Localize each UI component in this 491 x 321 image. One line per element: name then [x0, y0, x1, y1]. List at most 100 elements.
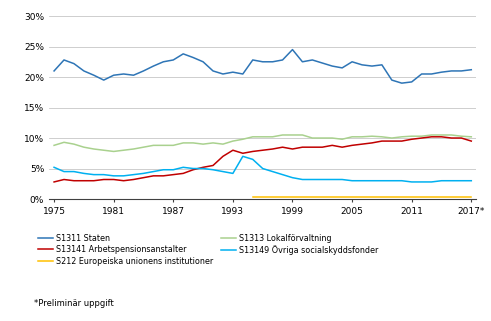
S13141 Arbetspensionsanstalter: [150, 174, 156, 178]
S1313 Lokalförvaltning: [329, 136, 335, 140]
S13149 Övriga socialskyddsfonder: [240, 154, 246, 158]
S1313 Lokalförvaltning: [140, 145, 146, 149]
S13149 Övriga socialskyddsfonder: [389, 179, 395, 183]
S13149 Övriga socialskyddsfonder: [468, 179, 474, 183]
Line: S13141 Arbetspensionsanstalter: S13141 Arbetspensionsanstalter: [54, 137, 471, 182]
S13141 Arbetspensionsanstalter: [51, 180, 57, 184]
S1313 Lokalförvaltning: [91, 147, 97, 151]
S13149 Övriga socialskyddsfonder: [448, 179, 454, 183]
S13149 Övriga socialskyddsfonder: [349, 179, 355, 183]
S1311 Staten: [448, 69, 454, 73]
S13141 Arbetspensionsanstalter: [200, 165, 206, 169]
S1311 Staten: [419, 72, 425, 76]
S13141 Arbetspensionsanstalter: [101, 178, 107, 181]
S1313 Lokalförvaltning: [468, 135, 474, 139]
S212 Europeiska unionens institutioner: [419, 195, 425, 199]
S13141 Arbetspensionsanstalter: [409, 137, 414, 141]
S1311 Staten: [379, 63, 385, 67]
S13149 Övriga socialskyddsfonder: [438, 179, 444, 183]
S1313 Lokalförvaltning: [51, 143, 57, 147]
S13149 Övriga socialskyddsfonder: [230, 171, 236, 175]
S212 Europeiska unionens institutioner: [309, 195, 315, 199]
S1313 Lokalförvaltning: [161, 143, 166, 147]
S13149 Övriga socialskyddsfonder: [300, 178, 305, 181]
S13141 Arbetspensionsanstalter: [379, 139, 385, 143]
S1311 Staten: [290, 48, 296, 51]
S1313 Lokalförvaltning: [438, 133, 444, 137]
S13141 Arbetspensionsanstalter: [250, 150, 256, 153]
S13141 Arbetspensionsanstalter: [339, 145, 345, 149]
S1311 Staten: [61, 58, 67, 62]
S13141 Arbetspensionsanstalter: [270, 147, 275, 151]
S1313 Lokalförvaltning: [419, 134, 425, 138]
S1313 Lokalförvaltning: [240, 137, 246, 141]
Line: S13149 Övriga socialskyddsfonder: S13149 Övriga socialskyddsfonder: [54, 156, 471, 182]
S1313 Lokalförvaltning: [250, 135, 256, 139]
S1313 Lokalförvaltning: [71, 142, 77, 146]
S1313 Lokalförvaltning: [210, 141, 216, 145]
S13141 Arbetspensionsanstalter: [448, 136, 454, 140]
S1311 Staten: [81, 69, 87, 73]
S1311 Staten: [240, 72, 246, 76]
S1313 Lokalförvaltning: [200, 142, 206, 146]
S1311 Staten: [270, 60, 275, 64]
S13141 Arbetspensionsanstalter: [190, 168, 196, 172]
S212 Europeiska unionens institutioner: [409, 195, 414, 199]
S13149 Övriga socialskyddsfonder: [250, 157, 256, 161]
S1313 Lokalförvaltning: [170, 143, 176, 147]
S13141 Arbetspensionsanstalter: [260, 148, 266, 152]
S212 Europeiska unionens institutioner: [290, 195, 296, 199]
S212 Europeiska unionens institutioner: [438, 195, 444, 199]
S1311 Staten: [101, 78, 107, 82]
S13149 Övriga socialskyddsfonder: [81, 171, 87, 175]
S212 Europeiska unionens institutioner: [260, 195, 266, 199]
S1313 Lokalförvaltning: [220, 142, 226, 146]
S1311 Staten: [180, 52, 186, 56]
S13141 Arbetspensionsanstalter: [220, 154, 226, 158]
S1313 Lokalförvaltning: [459, 134, 464, 138]
S13149 Övriga socialskyddsfonder: [180, 165, 186, 169]
S1311 Staten: [140, 69, 146, 73]
S1313 Lokalförvaltning: [429, 133, 435, 137]
S13149 Övriga socialskyddsfonder: [140, 171, 146, 175]
S13149 Övriga socialskyddsfonder: [121, 174, 127, 178]
S1311 Staten: [250, 58, 256, 62]
S13141 Arbetspensionsanstalter: [419, 136, 425, 140]
S1313 Lokalförvaltning: [121, 148, 127, 152]
S13141 Arbetspensionsanstalter: [210, 164, 216, 168]
S13149 Övriga socialskyddsfonder: [359, 179, 365, 183]
S1313 Lokalförvaltning: [309, 136, 315, 140]
S212 Europeiska unionens institutioner: [359, 195, 365, 199]
S1311 Staten: [210, 69, 216, 73]
S1311 Staten: [220, 72, 226, 76]
S13141 Arbetspensionsanstalter: [369, 141, 375, 145]
S13141 Arbetspensionsanstalter: [279, 145, 285, 149]
Line: S1313 Lokalförvaltning: S1313 Lokalförvaltning: [54, 135, 471, 152]
S1311 Staten: [230, 70, 236, 74]
S212 Europeiska unionens institutioner: [369, 195, 375, 199]
S13141 Arbetspensionsanstalter: [140, 176, 146, 180]
S212 Europeiska unionens institutioner: [250, 195, 256, 199]
S1313 Lokalförvaltning: [319, 136, 325, 140]
S13141 Arbetspensionsanstalter: [300, 145, 305, 149]
S13141 Arbetspensionsanstalter: [429, 135, 435, 139]
S13141 Arbetspensionsanstalter: [389, 139, 395, 143]
S13149 Övriga socialskyddsfonder: [200, 167, 206, 170]
S1311 Staten: [71, 62, 77, 65]
S212 Europeiska unionens institutioner: [339, 195, 345, 199]
S1311 Staten: [369, 64, 375, 68]
S1311 Staten: [170, 58, 176, 62]
S13141 Arbetspensionsanstalter: [121, 179, 127, 183]
S212 Europeiska unionens institutioner: [300, 195, 305, 199]
S1313 Lokalförvaltning: [260, 135, 266, 139]
S13149 Övriga socialskyddsfonder: [319, 178, 325, 181]
S13149 Övriga socialskyddsfonder: [429, 180, 435, 184]
S13149 Övriga socialskyddsfonder: [101, 173, 107, 177]
S13141 Arbetspensionsanstalter: [81, 179, 87, 183]
S1313 Lokalförvaltning: [369, 134, 375, 138]
S1313 Lokalförvaltning: [190, 141, 196, 145]
S1311 Staten: [260, 60, 266, 64]
S1311 Staten: [319, 61, 325, 65]
S212 Europeiska unionens institutioner: [270, 195, 275, 199]
S1311 Staten: [359, 63, 365, 67]
